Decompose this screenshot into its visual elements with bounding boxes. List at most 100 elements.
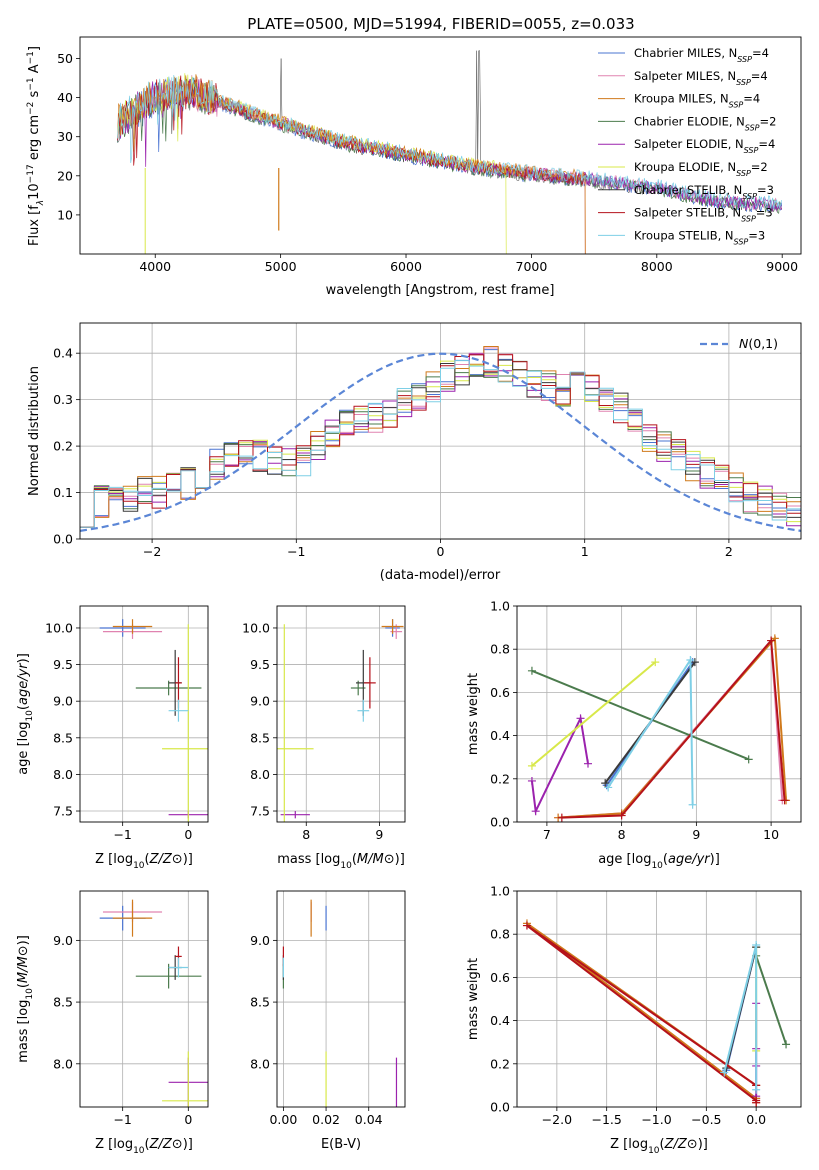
weight-marker bbox=[688, 800, 697, 809]
axis-label-part: 10 bbox=[133, 1146, 145, 1156]
y-tick-label: 8.5 bbox=[250, 730, 270, 745]
axis-label-part: ( bbox=[660, 1137, 665, 1152]
y-tick-label: 8.0 bbox=[53, 1056, 73, 1071]
legend-label: Kroupa ELODIE, NSSP=2 bbox=[634, 160, 768, 178]
x-axis-label: wavelength [Angstrom, rest frame] bbox=[326, 283, 555, 298]
normal-legend-label: N(0,1) bbox=[739, 336, 778, 351]
x-tick-label: 7000 bbox=[516, 259, 548, 274]
legend-n: N bbox=[739, 336, 749, 351]
y-tick-label: 50 bbox=[57, 51, 73, 66]
weight-marker bbox=[576, 714, 585, 723]
legend-name: Kroupa MILES, N bbox=[634, 92, 729, 106]
legend-sub: SSP bbox=[736, 77, 751, 86]
axis-label: Z [log10(Z/Z⊙)] bbox=[610, 1137, 708, 1156]
legend-label: Salpeter MILES, NSSP=4 bbox=[634, 69, 768, 87]
y-tick-label: 0.1 bbox=[53, 485, 73, 500]
y-tick-label: 0.6 bbox=[490, 685, 510, 700]
x-tick-label: −1 bbox=[113, 827, 131, 842]
axis-label-part: Z [log bbox=[95, 1137, 133, 1152]
legend-name: Chabrier MILES, N bbox=[634, 46, 737, 60]
y-axis-label-part: −1 bbox=[26, 51, 36, 64]
axis-label-part: mass [log bbox=[16, 1000, 31, 1063]
x-tick-label: −1 bbox=[113, 1112, 131, 1127]
legend-name: Salpeter STELIB, N bbox=[634, 206, 741, 220]
x-tick-label: 0.04 bbox=[355, 1112, 383, 1127]
x-tick-label: 0 bbox=[184, 1112, 192, 1127]
x-tick-label: 5000 bbox=[265, 259, 297, 274]
y-tick-label: 9.5 bbox=[250, 657, 270, 672]
y-tick-label: 0.2 bbox=[53, 439, 73, 454]
axis-label-part: 10 bbox=[340, 861, 352, 871]
weight-marker bbox=[686, 656, 695, 664]
axis-label-part: ( bbox=[145, 1137, 150, 1152]
y-axis-label-part: −2 bbox=[26, 102, 36, 115]
weight-line bbox=[526, 924, 758, 1103]
plot-area bbox=[527, 634, 791, 822]
legend-eq: =2 bbox=[760, 114, 777, 128]
axis-label-part: 10 bbox=[25, 710, 35, 722]
plot-area bbox=[522, 919, 791, 1107]
y-tick-label: 0.3 bbox=[53, 392, 73, 407]
y-tick-label: 10.0 bbox=[242, 620, 270, 635]
legend-args: (0,1) bbox=[748, 336, 778, 351]
y-tick-label: 0.2 bbox=[490, 1056, 510, 1071]
x-tick-label: 10 bbox=[763, 827, 779, 842]
x-tick-label: 6000 bbox=[390, 259, 422, 274]
axis-label-part: 10 bbox=[651, 861, 663, 871]
legend-eq: =3 bbox=[757, 183, 774, 197]
legend-label: Chabrier MILES, NSSP=4 bbox=[634, 46, 769, 64]
x-tick-label: 7 bbox=[543, 827, 551, 842]
y-tick-label: 0.4 bbox=[490, 728, 510, 743]
x-tick-label: −2 bbox=[143, 544, 161, 559]
y-tick-label: 9.0 bbox=[250, 694, 270, 709]
normal-curve bbox=[80, 352, 801, 532]
histogram-step bbox=[80, 360, 801, 528]
legend-eq: =4 bbox=[743, 92, 760, 106]
legend-sub: SSP bbox=[729, 100, 744, 109]
legend-label: Salpeter ELODIE, NSSP=4 bbox=[634, 137, 775, 155]
y-tick-label: 0.0 bbox=[490, 1100, 510, 1115]
axis-label: Z [log10(Z/Z⊙)] bbox=[95, 1137, 193, 1156]
x-tick-label: −0.5 bbox=[691, 1112, 721, 1127]
axis-label-part: age [log bbox=[598, 852, 651, 867]
weight-marker bbox=[767, 636, 776, 645]
axis-label-part: )] bbox=[710, 852, 720, 867]
x-tick-label: 9 bbox=[692, 827, 700, 842]
y-tick-label: 0.4 bbox=[53, 346, 73, 361]
axis-label-part: age/yr bbox=[16, 662, 31, 705]
axis-label-part: 10 bbox=[648, 1146, 660, 1156]
x-tick-label: 0 bbox=[437, 544, 445, 559]
axis-label-part: Z/Z⊙ bbox=[664, 1137, 698, 1152]
y-axis-label-part: ] bbox=[27, 46, 42, 51]
legend-sub: SSP bbox=[741, 214, 756, 223]
axis-label-part: Z [log bbox=[610, 1137, 648, 1152]
axis-label-part: ( bbox=[16, 705, 31, 710]
y-axis-label: Flux [fλ10−17 erg cm−2 s−1 A−1] bbox=[26, 46, 46, 246]
y-tick-label: 0.8 bbox=[490, 642, 510, 657]
weight-marker bbox=[527, 666, 536, 675]
weight-marker bbox=[601, 779, 610, 788]
spectrum-plot: 4000 5000 6000 7000 8000 9000 10 20 30 40 50 Chabri… bbox=[26, 36, 802, 298]
x-tick-label: −1.5 bbox=[592, 1112, 622, 1127]
y-axis-label-part: erg cm bbox=[27, 115, 42, 164]
weight-marker bbox=[527, 761, 536, 770]
z-age-panel: −1 07.58.08.59.09.510.0Z [log10(Z/Z⊙)]age… bbox=[16, 605, 209, 871]
legend-label: Chabrier STELIB, NSSP=3 bbox=[634, 183, 774, 201]
x-tick-label: 8 bbox=[618, 827, 626, 842]
axes-frame bbox=[79, 605, 209, 823]
weight-marker bbox=[617, 811, 626, 820]
legend-sub: SSP bbox=[737, 55, 752, 64]
y-tick-label: 10 bbox=[57, 207, 73, 222]
y-tick-label: 7.5 bbox=[250, 804, 270, 819]
plot-area bbox=[277, 619, 404, 822]
axis-label-part: Z/Z⊙ bbox=[149, 1137, 183, 1152]
axis-label: mass [log10(M/M⊙)] bbox=[16, 935, 35, 1063]
axes-frame bbox=[79, 322, 802, 540]
weight-marker bbox=[522, 921, 531, 930]
axes-frame bbox=[516, 605, 802, 823]
mass-age-panel: 8 9 7.5 8.0 8.5 9.0 9.5 10.0 mass [log10(M/M⊙)] bbox=[242, 605, 406, 871]
y-tick-label: 8.0 bbox=[53, 767, 73, 782]
y-tick-label: 1.0 bbox=[490, 599, 510, 614]
legend-label: Kroupa STELIB, NSSP=3 bbox=[634, 228, 765, 246]
